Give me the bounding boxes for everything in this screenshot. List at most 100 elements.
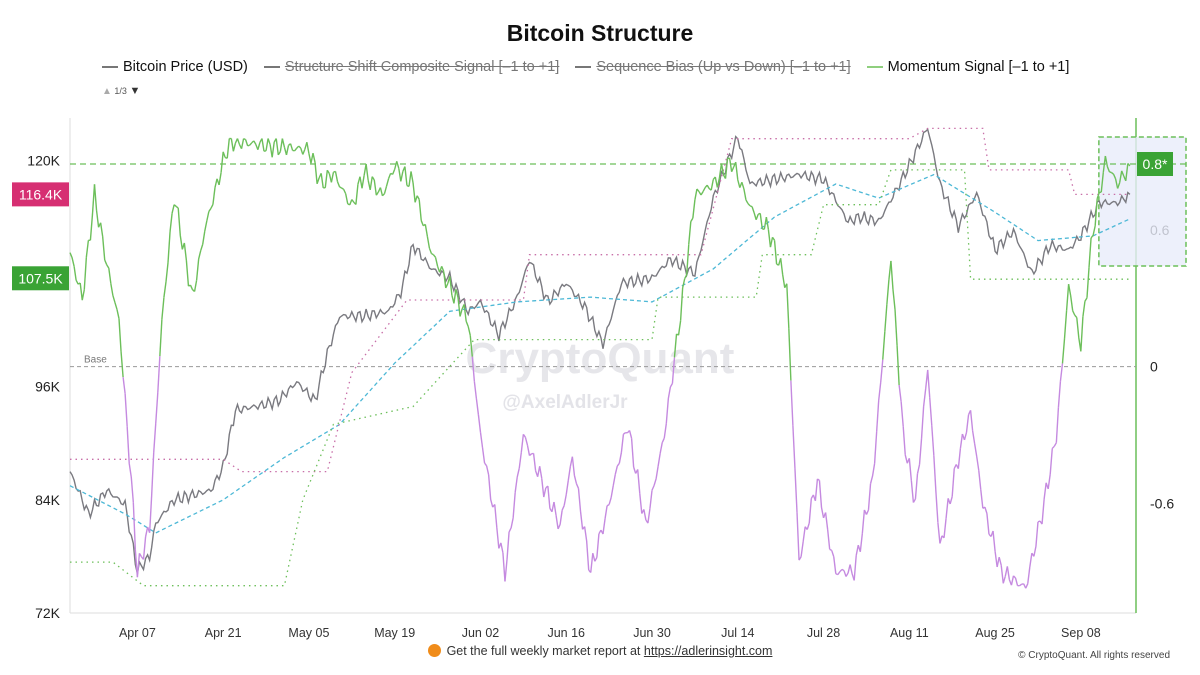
momentum-segment: [929, 397, 933, 426]
legend-swatch: [575, 66, 592, 68]
momentum-segment: [355, 184, 359, 205]
momentum-segment: [902, 426, 906, 455]
x-tick-label: May 05: [288, 626, 329, 640]
momentum-segment: [441, 266, 445, 272]
momentum-segment: [986, 513, 990, 535]
y-left-tick-label: 72K: [35, 605, 61, 621]
momentum-segment: [206, 211, 210, 222]
momentum-segment: [169, 213, 173, 232]
momentum-segment: [875, 400, 880, 432]
momentum-segment: [728, 158, 733, 172]
momentum-segment: [1106, 166, 1111, 173]
momentum-segment: [379, 187, 384, 196]
legend-next-icon[interactable]: ▼: [129, 85, 141, 97]
momentum-segment: [426, 236, 431, 249]
momentum-segment: [651, 485, 655, 491]
momentum-segment: [622, 432, 626, 435]
x-tick-label: Jun 30: [633, 626, 671, 640]
momentum-segment: [886, 279, 890, 305]
momentum-segment: [639, 493, 643, 514]
momentum-segment: [753, 212, 757, 220]
momentum-segment: [373, 179, 378, 196]
momentum-segment: [873, 431, 878, 464]
momentum-segment: [114, 302, 118, 310]
momentum-segment: [298, 145, 302, 149]
momentum-segment: [718, 163, 723, 179]
momentum-segment: [361, 175, 365, 189]
momentum-segment: [502, 552, 506, 582]
momentum-segment: [1100, 172, 1105, 193]
momentum-segment: [383, 185, 388, 194]
momentum-segment: [428, 247, 433, 254]
momentum-segment: [790, 380, 794, 426]
momentum-segment: [236, 138, 241, 145]
momentum-segment: [1099, 191, 1102, 194]
legend-label: Sequence Bias (Up vs Down) [–1 to +1]: [596, 59, 851, 75]
legend-item-sequence-bias[interactable]: Sequence Bias (Up vs Down) [–1 to +1]: [575, 59, 851, 75]
momentum-segment: [83, 257, 88, 290]
momentum-segment: [1065, 284, 1070, 311]
momentum-segment: [992, 530, 996, 552]
momentum-segment: [892, 289, 896, 310]
x-tick-label: Apr 21: [205, 626, 242, 640]
momentum-segment: [831, 550, 835, 557]
momentum-segment: [104, 259, 108, 266]
momentum-segment: [91, 184, 96, 215]
legend-prev-icon[interactable]: ▲: [102, 86, 112, 97]
momentum-segment: [465, 321, 469, 327]
momentum-segment: [655, 465, 659, 479]
momentum-segment: [89, 214, 94, 241]
momentum-segment: [749, 205, 753, 208]
momentum-segment: [681, 278, 686, 289]
momentum-segment: [312, 153, 316, 163]
momentum-segment: [869, 475, 874, 484]
momentum-segment: [306, 142, 310, 154]
momentum-segment: [144, 526, 149, 538]
price-current-label: 116.4K: [19, 186, 63, 202]
momentum-segment: [1043, 482, 1047, 500]
momentum-segment: [1084, 297, 1088, 302]
x-tick-label: May 19: [374, 626, 415, 640]
momentum-segment: [118, 318, 122, 352]
momentum-segment: [604, 505, 608, 519]
x-tick-label: Jul 14: [721, 626, 754, 640]
momentum-segment: [817, 478, 820, 481]
momentum-segment: [796, 512, 800, 561]
footer-link[interactable]: https://adlerinsight.com: [643, 644, 773, 658]
momentum-segment: [148, 494, 153, 533]
momentum-segment: [1102, 155, 1107, 173]
momentum-segment: [855, 544, 859, 556]
legend-page: 1/3: [114, 86, 127, 96]
momentum-segment: [71, 257, 75, 267]
momentum-segment: [630, 438, 635, 468]
momentum-segment: [432, 254, 437, 258]
momentum-segment: [700, 191, 704, 196]
momentum-segment: [894, 309, 898, 346]
momentum-segment: [692, 199, 696, 219]
momentum-segment: [1116, 182, 1121, 189]
momentum-segment: [696, 188, 700, 192]
legend-item-price[interactable]: Bitcoin Price (USD): [102, 59, 248, 75]
momentum-segment: [957, 448, 962, 469]
legend-item-momentum[interactable]: Momentum Signal [–1 to +1]: [866, 59, 1069, 75]
momentum-segment: [661, 437, 665, 443]
momentum-segment: [1067, 284, 1072, 296]
momentum-segment: [882, 331, 886, 360]
momentum-segment: [512, 492, 516, 519]
momentum-segment: [745, 199, 749, 204]
momentum-segment: [445, 283, 449, 289]
legend-item-structure-shift[interactable]: Structure Shift Composite Signal [–1 to …: [263, 59, 559, 75]
momentum-segment: [1082, 301, 1086, 317]
footer-text: Get the full weekly market report at: [446, 644, 641, 658]
momentum-segment: [900, 401, 904, 427]
momentum-segment: [124, 393, 128, 427]
momentum-segment: [69, 252, 73, 258]
momentum-segment: [183, 242, 188, 261]
momentum-segment: [637, 469, 641, 494]
momentum-segment: [496, 527, 500, 549]
momentum-segment: [806, 522, 810, 530]
momentum-segment: [514, 476, 518, 493]
momentum-segment: [1069, 295, 1074, 311]
momentum-segment: [202, 231, 206, 245]
momentum-segment: [473, 381, 478, 399]
